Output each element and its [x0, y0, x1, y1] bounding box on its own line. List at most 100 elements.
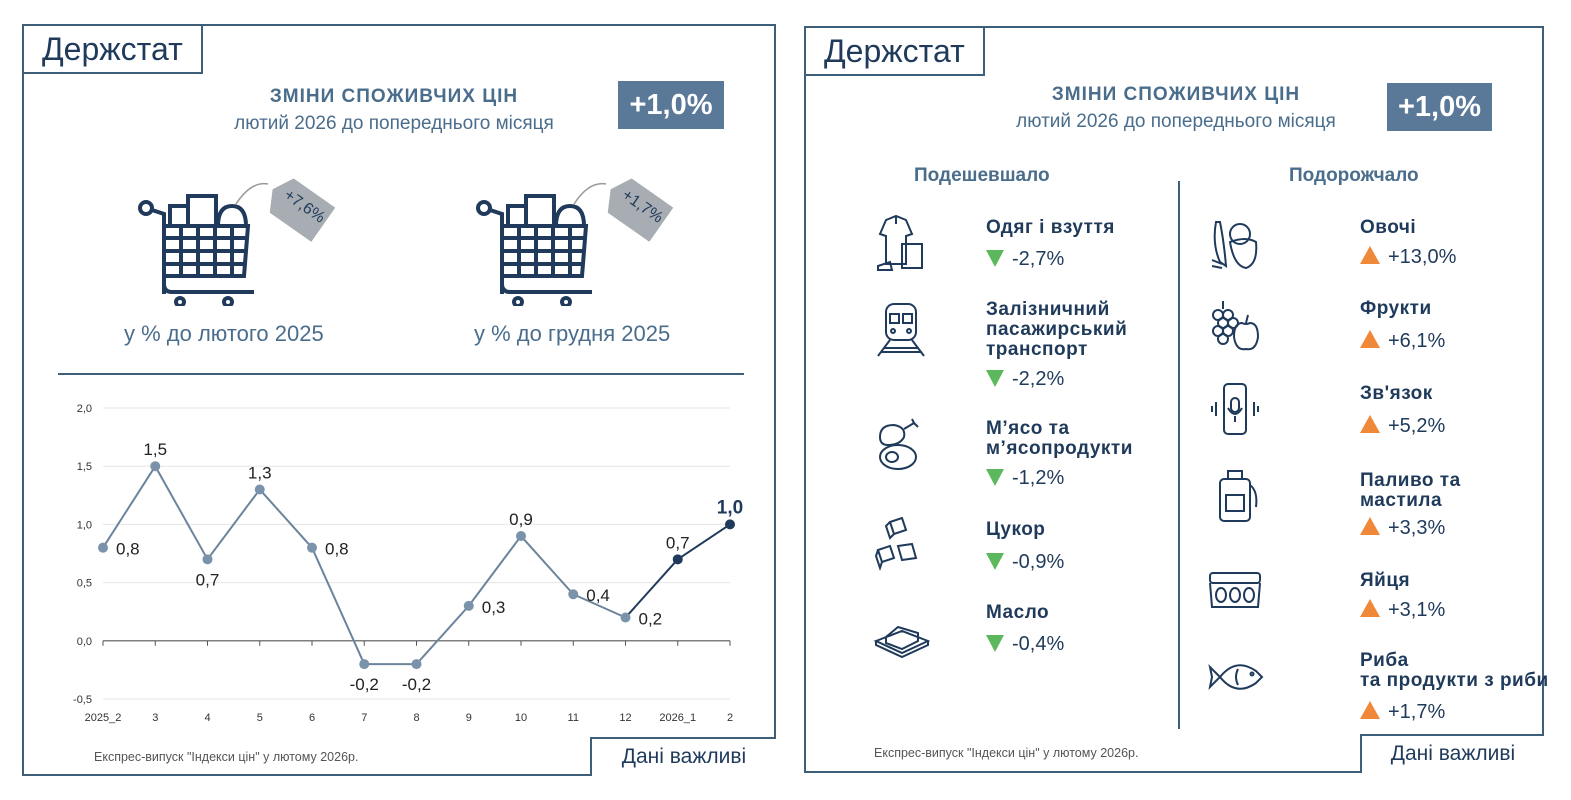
- shopping-cart-icon: [138, 182, 269, 306]
- data-label: -0,2: [350, 675, 379, 694]
- price-change-item: М’ясо та м’ясопродукти -1,2%: [878, 418, 1206, 509]
- x-tick-label: 10: [515, 712, 527, 724]
- vegetables-icon: [1211, 221, 1258, 270]
- data-point: [202, 554, 213, 565]
- clothes-icon: [877, 214, 923, 271]
- x-tick-label: 9: [466, 712, 472, 724]
- item-value: +3,1%: [1360, 599, 1445, 622]
- item-value-text: -1,2%: [1012, 467, 1065, 489]
- y-tick-label: 1,5: [77, 461, 92, 473]
- right-infographic-panel: Держстат ЗМІНИ СПОЖИВЧИХ ЦІН лютий 2026 …: [804, 26, 1548, 773]
- down-arrow-icon: [986, 553, 1004, 570]
- item-name: Фрукти: [1360, 298, 1432, 319]
- data-point: [725, 519, 735, 530]
- up-arrow-icon: [1360, 701, 1380, 719]
- data-point: [150, 461, 161, 472]
- data-label: 0,8: [116, 540, 140, 559]
- item-value-text: +3,3%: [1388, 517, 1446, 539]
- up-arrow-icon: [1360, 599, 1380, 617]
- series-line-segment: [415, 605, 470, 665]
- header-title: ЗМІНИ СПОЖИВЧИХ ЦІН: [269, 86, 519, 107]
- x-tick-label: 2: [727, 712, 733, 724]
- item-value: +6,1%: [1360, 330, 1445, 353]
- item-value: +5,2%: [1360, 415, 1445, 438]
- data-point: [307, 542, 317, 553]
- price-change-item: Зв'язок +5,2%: [1211, 383, 1571, 474]
- data-label: 0,7: [666, 533, 690, 552]
- y-tick-label: -0,5: [73, 694, 92, 706]
- up-arrow-icon: [1360, 330, 1380, 348]
- important-data-label: Дані важливі: [1360, 734, 1544, 773]
- data-point: [411, 659, 422, 670]
- item-value: -0,4%: [986, 633, 1064, 656]
- x-tick-label: 4: [204, 712, 210, 724]
- item-value-text: +13,0%: [1388, 246, 1457, 268]
- x-tick-label: 2025_2: [85, 712, 122, 724]
- fruits-icon: [1212, 301, 1260, 351]
- item-value-text: -2,7%: [1012, 248, 1065, 270]
- important-data-label: Дані важливі: [590, 737, 776, 776]
- item-value-text: -2,2%: [1012, 368, 1065, 390]
- item-name: Одяг і взуття: [986, 217, 1115, 238]
- yoy-caption: у % до лютого 2025: [124, 321, 324, 346]
- x-tick-label: 2026_1: [659, 712, 696, 724]
- data-point: [620, 612, 631, 623]
- header-subtitle: лютий 2026 до попереднього місяця: [1016, 111, 1336, 132]
- sugar-cubes-icon: [874, 516, 918, 572]
- data-label: 0,2: [639, 610, 663, 629]
- item-name: Цукор: [986, 519, 1046, 540]
- source-note: Експрес-випуск "Індекси цін" у лютому 20…: [874, 746, 1139, 760]
- series-line-segment: [677, 523, 731, 561]
- item-value: -0,9%: [986, 551, 1064, 574]
- item-name: Яйця: [1360, 570, 1411, 591]
- x-tick-label: 6: [309, 712, 315, 724]
- item-value-text: +3,1%: [1388, 599, 1446, 621]
- series-line-segment: [154, 465, 209, 560]
- price-change-item: Одяг і взуття -2,7%: [877, 214, 1206, 308]
- x-tick-label: 7: [361, 712, 367, 724]
- x-tick-label: 12: [619, 712, 631, 724]
- data-point: [254, 484, 265, 495]
- item-value-text: +6,1%: [1388, 330, 1446, 352]
- x-tick-label: 8: [413, 712, 419, 724]
- data-label: 0,9: [509, 510, 533, 529]
- logo: Держстат: [804, 26, 985, 76]
- up-arrow-icon: [1360, 517, 1380, 535]
- headline-badge: +1,0%: [1387, 83, 1492, 131]
- data-point: [359, 659, 370, 670]
- column-divider: [1178, 181, 1180, 729]
- eggs-icon: [1209, 572, 1261, 608]
- down-arrow-icon: [986, 370, 1004, 387]
- source-note: Експрес-випуск "Індекси цін" у лютому 20…: [94, 750, 359, 764]
- header-title-block: ЗМІНИ СПОЖИВЧИХ ЦІН лютий 2026 до попере…: [956, 84, 1396, 133]
- series-line-segment: [520, 535, 574, 595]
- butter-icon: [873, 625, 930, 659]
- data-point: [516, 531, 526, 542]
- price-change-item: Паливо та мастила +3,3%: [1219, 470, 1571, 561]
- series-line-segment: [467, 535, 522, 607]
- item-name: Паливо та мастила: [1360, 470, 1461, 511]
- price-change-item: Залізничний пасажирський транспорт -2,2%: [877, 299, 1206, 390]
- item-value: +1,7%: [1360, 701, 1445, 724]
- logo: Держстат: [22, 24, 203, 74]
- headline-badge: +1,0%: [618, 81, 724, 129]
- price-change-item: Масло -0,4%: [873, 602, 1206, 693]
- divider: [58, 373, 744, 375]
- price-change-item: Цукор -0,9%: [874, 516, 1206, 610]
- item-name: Зв'язок: [1360, 383, 1433, 404]
- item-value-text: +1,7%: [1388, 701, 1446, 723]
- series-line-segment: [311, 547, 366, 665]
- data-point: [672, 554, 683, 565]
- x-tick-label: 11: [568, 712, 579, 724]
- item-name: Масло: [986, 602, 1050, 623]
- cheaper-heading: Подешевшало: [914, 165, 1050, 186]
- up-arrow-icon: [1360, 415, 1380, 433]
- item-name: Залізничний пасажирський транспорт: [986, 299, 1128, 360]
- y-tick-label: 1,0: [77, 519, 92, 531]
- ytd-caption: у % до грудня 2025: [474, 321, 671, 346]
- series-line-segment: [259, 488, 313, 549]
- price-change-item: Овочі +13,0%: [1211, 218, 1571, 308]
- down-arrow-icon: [986, 635, 1004, 652]
- item-name: М’ясо та м’ясопродукти: [986, 418, 1133, 459]
- x-tick-label: 5: [257, 712, 263, 724]
